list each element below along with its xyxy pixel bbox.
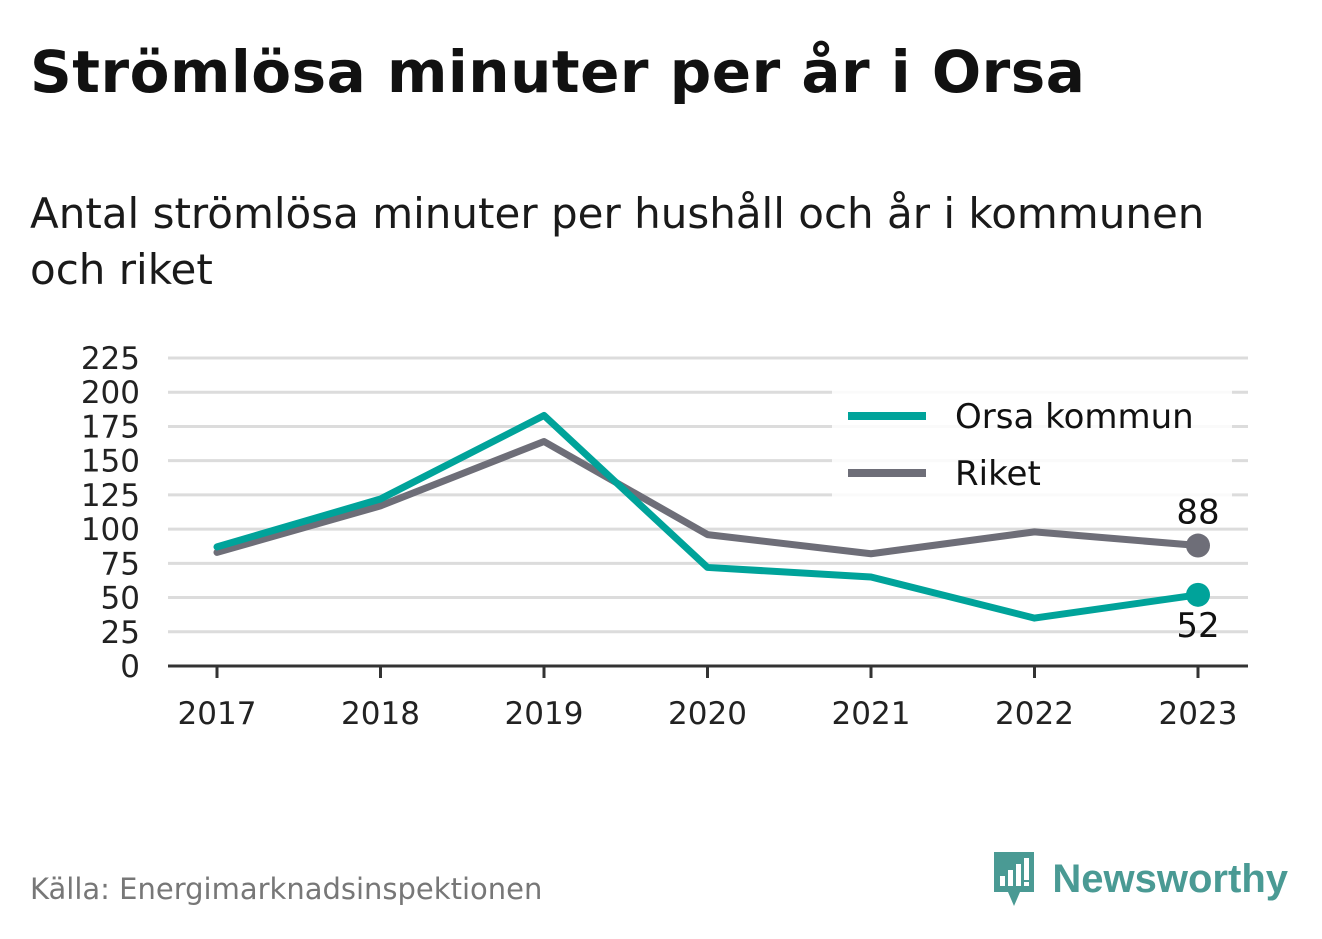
chart-title: Strömlösa minuter per år i Orsa xyxy=(30,38,1086,106)
legend: Orsa kommun Riket xyxy=(832,388,1232,498)
y-tick-label: 0 xyxy=(120,649,140,685)
y-tick-label: 75 xyxy=(101,546,140,582)
x-tick-label: 2018 xyxy=(341,696,420,732)
y-tick-label: 175 xyxy=(81,409,140,445)
grid-lines xyxy=(168,356,1248,634)
brand-name: Newsworthy xyxy=(1052,856,1288,901)
y-tick-label: 50 xyxy=(101,581,140,617)
end-point-marker xyxy=(1186,533,1210,558)
series-line-orsa xyxy=(213,411,1202,622)
y-tick-label: 150 xyxy=(81,444,140,480)
data-labels: 52 88 xyxy=(1176,493,1219,646)
x-axis: 2017 2018 2019 2020 2021 2022 2023 xyxy=(168,664,1248,732)
x-tick-label: 2017 xyxy=(178,696,257,732)
end-label-orsa: 52 xyxy=(1176,606,1219,646)
end-label-riket: 88 xyxy=(1176,493,1219,533)
y-tick-label: 225 xyxy=(81,341,140,377)
legend-label: Orsa kommun xyxy=(955,397,1194,437)
chart-subtitle: Antal strömlösa minuter per hushåll och … xyxy=(30,189,1205,294)
series-lines xyxy=(213,411,1210,622)
y-tick-label: 100 xyxy=(81,512,140,548)
x-tick-label: 2019 xyxy=(505,696,584,732)
y-tick-label: 125 xyxy=(81,478,140,514)
source-note: Källa: Energimarknadsinspektionen xyxy=(30,872,543,906)
y-tick-label: 25 xyxy=(101,615,140,651)
x-tick-label: 2022 xyxy=(995,696,1074,732)
newsworthy-logo-icon xyxy=(994,852,1035,906)
x-tick-label: 2021 xyxy=(832,696,911,732)
legend-box xyxy=(832,388,1232,498)
x-tick-label: 2020 xyxy=(668,696,747,732)
brand-logo: Newsworthy xyxy=(990,848,1288,910)
legend-label: Riket xyxy=(955,454,1041,494)
end-point-marker xyxy=(1186,582,1210,607)
y-tick-label: 200 xyxy=(81,375,140,411)
series-line-riket xyxy=(213,438,1202,558)
x-tick-label: 2023 xyxy=(1159,696,1238,732)
